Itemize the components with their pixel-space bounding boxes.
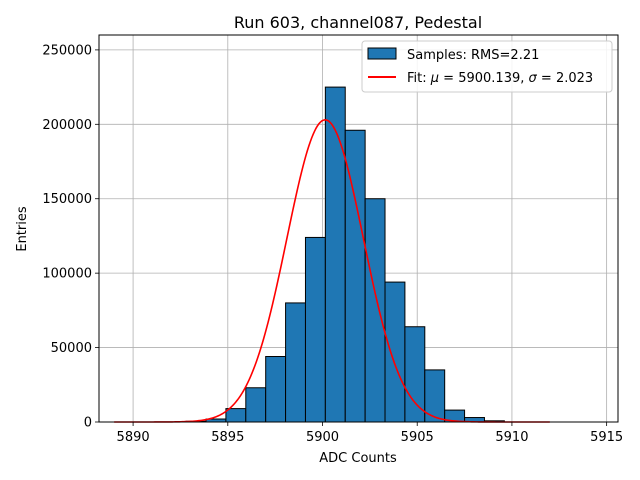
legend: Samples: RMS=2.21 Fit: μ = 5900.139, σ =… [361, 40, 613, 93]
histogram-bar [225, 408, 247, 423]
legend-sigma-value: 2.023 [556, 71, 593, 86]
y-tick-label: 150000 [42, 192, 92, 207]
y-axis-label: Entries [15, 206, 30, 252]
y-tick-label: 200000 [42, 118, 92, 133]
legend-mu-eq: = [439, 71, 458, 86]
histogram-bar [364, 198, 386, 423]
legend-sigma-eq: = [537, 71, 556, 86]
legend-sigma-symbol: σ [529, 71, 538, 86]
legend-samples-swatch [367, 47, 397, 60]
legend-sep: , [520, 71, 528, 86]
legend-box [361, 40, 613, 93]
histogram-bar [265, 356, 287, 423]
y-tick-label: 0 [84, 416, 92, 431]
legend-samples-label: Samples: RMS=2.21 [407, 48, 539, 63]
x-tick-label: 5895 [211, 430, 244, 445]
chart-title: Run 603, channel087, Pedestal [234, 13, 482, 32]
x-tick-label: 5910 [495, 430, 528, 445]
x-tick-label: 5890 [117, 430, 150, 445]
axis-ticks: 5890 5895 5900 5905 5910 5915 0 50000 100000 1500… [42, 43, 623, 445]
x-axis-label: ADC Counts [319, 451, 397, 466]
histogram-bar [324, 86, 346, 423]
y-tick-label: 50000 [51, 341, 92, 356]
histogram-bar [384, 281, 406, 423]
histogram-bars [185, 86, 505, 423]
y-tick-label: 100000 [42, 267, 92, 282]
histogram-bar [344, 129, 366, 423]
histogram-bar [404, 326, 426, 423]
legend-fit-label: Fit: μ = 5900.139, σ = 2.023 [407, 71, 593, 86]
histogram-bar [304, 236, 326, 423]
y-tick-label: 250000 [42, 43, 92, 58]
x-tick-label: 5905 [401, 430, 434, 445]
x-tick-label: 5900 [306, 430, 339, 445]
histogram-bar [245, 387, 267, 423]
legend-mu-value: 5900.139 [458, 71, 520, 86]
legend-mu-symbol: μ [430, 71, 439, 86]
x-tick-label: 5915 [590, 430, 623, 445]
axes-frame [98, 34, 619, 423]
histogram-bar [285, 302, 306, 423]
legend-fit-prefix: Fit: [407, 71, 431, 86]
